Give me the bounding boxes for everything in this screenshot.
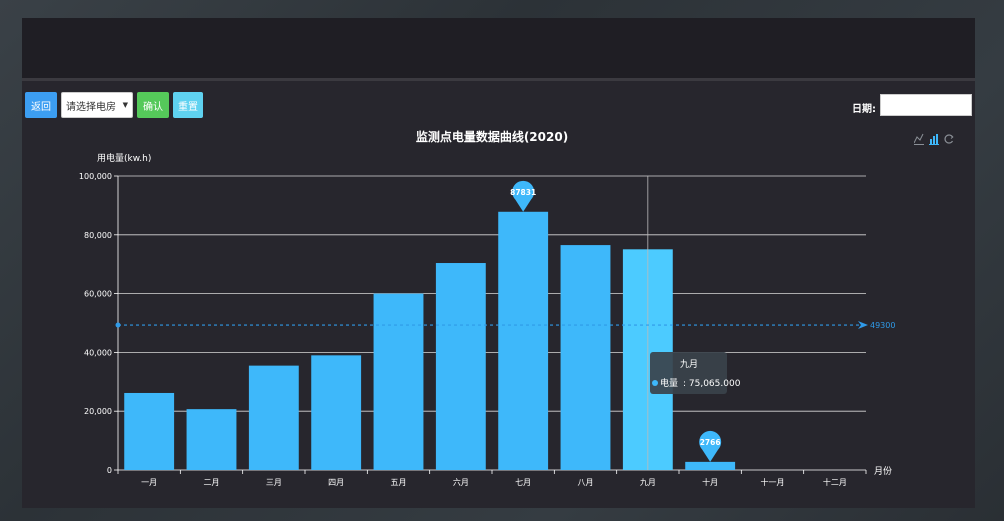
x-axis-label: 月份	[874, 465, 892, 477]
mark-line-arrow	[858, 321, 868, 330]
toolbar: 返回 请选择电房 ▼ 确认 重置	[25, 92, 203, 120]
bar-switch-icon[interactable]	[929, 130, 939, 145]
bar-2	[186, 409, 237, 470]
y-tick-label: 0	[107, 466, 112, 475]
y-tick-label: 60,000	[84, 290, 112, 299]
tooltip-box	[650, 352, 727, 394]
restore-icon[interactable]	[944, 130, 954, 144]
x-tick-label: 二月	[204, 478, 220, 487]
y-tick-label: 80,000	[84, 231, 112, 240]
mark-line-start-dot	[115, 322, 121, 328]
x-tick-label: 四月	[328, 478, 344, 487]
y-axis-label: 用电量(kw.h)	[97, 152, 151, 164]
bar-8	[560, 245, 611, 470]
tooltip-value: : 75,065.000	[683, 379, 741, 389]
room-select[interactable]: 请选择电房 ▼	[61, 92, 133, 118]
confirm-button[interactable]: 确认	[137, 92, 169, 118]
mark-point-label: 2766	[700, 438, 721, 447]
y-tick-label: 20,000	[84, 407, 112, 416]
tooltip-title: 九月	[680, 359, 698, 370]
bar-1	[124, 392, 175, 470]
date-input[interactable]	[880, 94, 972, 116]
x-tick-label: 八月	[578, 478, 594, 487]
x-tick-label: 一月	[141, 478, 157, 487]
date-label: 日期:	[852, 104, 876, 115]
bar-10	[685, 461, 736, 470]
bar-7	[498, 211, 549, 470]
back-button[interactable]: 返回	[25, 92, 57, 118]
chevron-down-icon: ▼	[122, 101, 128, 109]
room-select-label: 请选择电房	[66, 101, 116, 113]
y-tick-label: 40,000	[84, 348, 112, 357]
tooltip-series-name: 电量	[660, 377, 678, 389]
x-tick-label: 九月	[640, 478, 656, 487]
header-bar	[22, 18, 975, 78]
x-tick-label: 六月	[453, 477, 469, 487]
x-tick-label: 十月	[702, 477, 718, 487]
mark-point-pin	[512, 180, 535, 212]
mark-point-pin	[699, 430, 722, 462]
x-tick-label: 十二月	[823, 477, 847, 487]
bar-4	[311, 355, 362, 470]
header-divider	[22, 78, 975, 81]
line-switch-icon[interactable]	[913, 130, 924, 145]
x-tick-label: 三月	[266, 478, 282, 487]
bar-3	[248, 365, 299, 470]
bar-6	[435, 263, 486, 470]
tooltip-series-dot	[652, 380, 658, 386]
mark-line-label: 49300	[870, 321, 895, 330]
x-tick-label: 七月	[515, 478, 531, 487]
y-tick-label: 100,000	[79, 172, 112, 181]
bar-5	[373, 293, 424, 470]
reset-button[interactable]: 重置	[173, 92, 203, 118]
chart-title: 监测点电量数据曲线(2020)	[416, 129, 568, 144]
mark-point-label: 87831	[510, 188, 536, 197]
chart-toolbox	[913, 130, 954, 145]
x-tick-label: 十一月	[761, 477, 785, 487]
x-tick-label: 五月	[391, 478, 407, 487]
